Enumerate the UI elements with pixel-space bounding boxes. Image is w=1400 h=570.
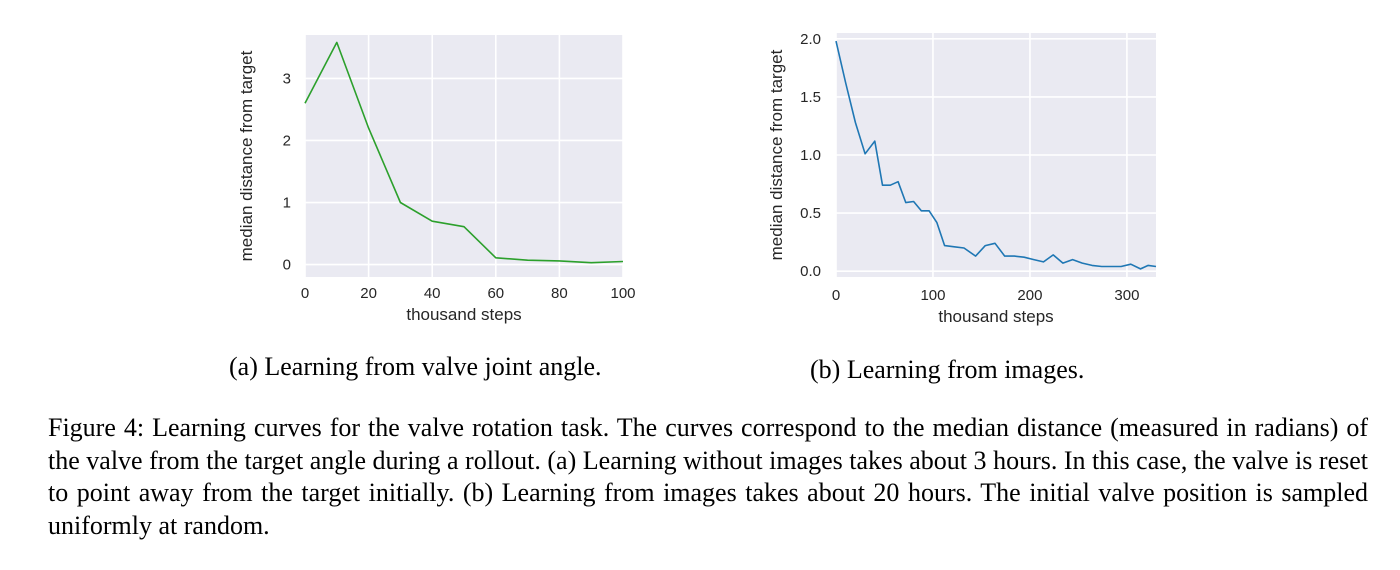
x-tick-label: 20 [360,285,377,302]
x-tick-label: 0 [832,287,840,304]
y-tick-label: 0.5 [800,205,821,222]
x-tick-label: 0 [301,285,309,302]
x-tick-label: 80 [551,285,568,302]
y-axis-label: median distance from target [767,49,786,260]
x-axis-label: thousand steps [938,307,1053,326]
series-line [304,41,624,264]
y-tick-label: 1.0 [800,147,821,164]
x-axis-label: thousand steps [406,305,521,324]
y-axis-label: median distance from target [237,50,256,261]
chart-a: 0 20 40 60 80 100 0 1 2 3 thousand steps median dis… [237,35,636,324]
figure-caption: Figure 4: Learning curves for the valve … [48,412,1368,542]
x-tick-label: 60 [487,285,504,302]
y-tick-label: 0.0 [800,263,821,280]
y-tick-label: 0 [283,257,291,274]
x-tick-label: 200 [1017,287,1042,304]
x-tick-label: 100 [920,287,945,304]
chart-b: 0 100 200 300 0.0 0.5 1.0 1.5 2.0 thousand steps m… [767,31,1157,326]
subcaption-b: (b) Learning from images. [810,355,1085,384]
x-tick-label: 300 [1114,287,1139,304]
x-tick-label: 40 [424,285,441,302]
series-line [835,40,1157,270]
y-tick-label: 2.0 [800,31,821,48]
figure-caption-text: Learning curves for the valve rotation t… [48,413,1368,540]
y-tick-label: 2 [283,132,291,149]
figure-caption-label: Figure 4: [48,413,145,442]
y-tick-label: 1 [283,195,291,212]
x-tick-label: 100 [610,285,635,302]
subcaption-a: (a) Learning from valve joint angle. [229,352,602,381]
y-tick-label: 1.5 [800,89,821,106]
plot-background [305,35,623,277]
y-tick-label: 3 [283,70,291,87]
